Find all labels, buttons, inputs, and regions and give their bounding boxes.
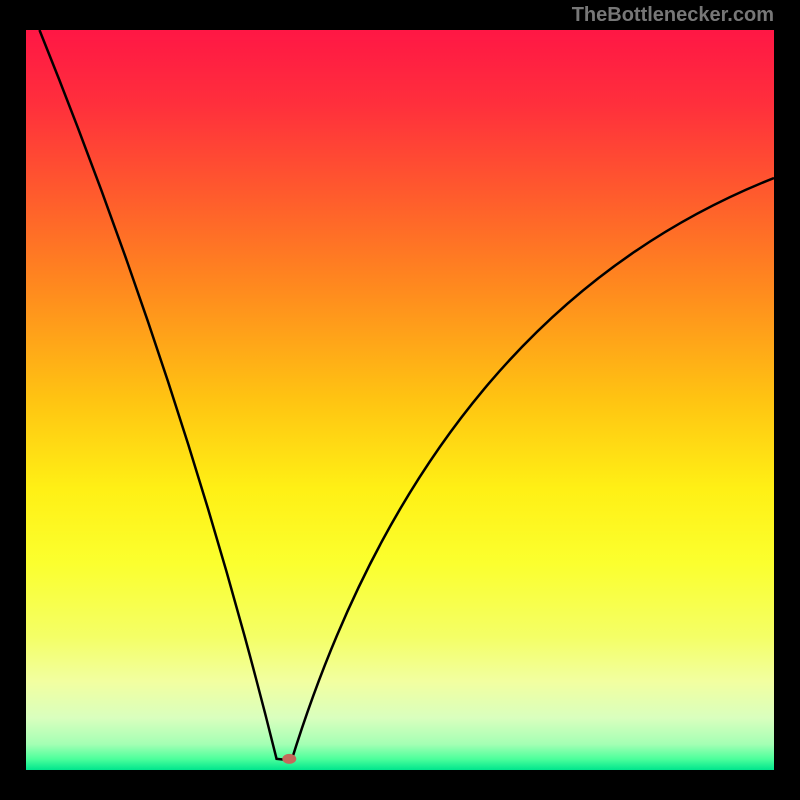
plot-frame xyxy=(774,0,800,800)
plot-svg xyxy=(26,30,774,770)
plot-frame xyxy=(0,770,800,800)
watermark-text: TheBottlenecker.com xyxy=(572,4,774,27)
plot-area xyxy=(26,30,774,770)
optimal-point-marker xyxy=(282,754,296,764)
bottleneck-curve xyxy=(39,30,774,760)
plot-frame xyxy=(0,0,26,800)
